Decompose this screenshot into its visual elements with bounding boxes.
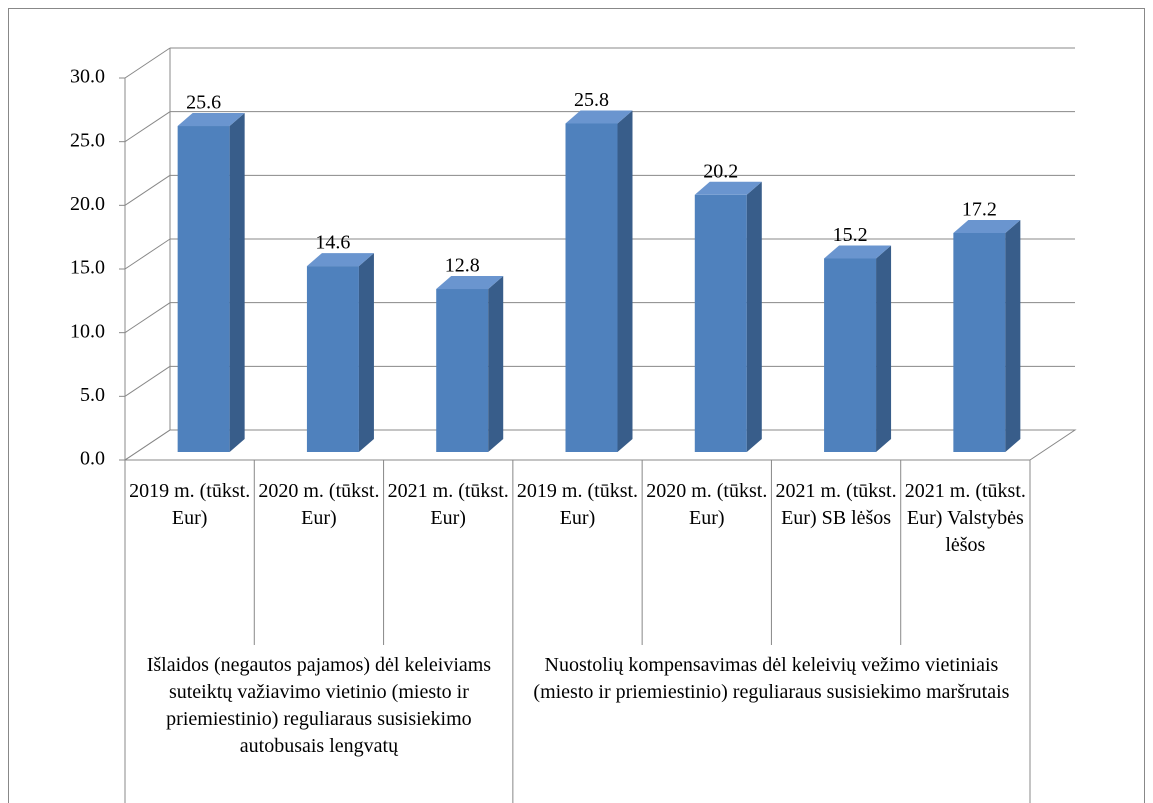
y-tick-label: 0.0 bbox=[80, 448, 105, 470]
x-tick-label: 2020 m. (tūkst. Eur) bbox=[646, 480, 768, 529]
bar-top bbox=[953, 219, 1021, 233]
y-tick-label: 30.0 bbox=[70, 66, 105, 88]
bar bbox=[565, 123, 618, 452]
y-tick-label: 5.0 bbox=[80, 384, 105, 406]
grid-line bbox=[124, 429, 171, 461]
bar-top bbox=[177, 113, 245, 127]
data-label: 17.2 bbox=[962, 199, 997, 221]
bar bbox=[694, 194, 747, 452]
x-tick-label: 2021 m. (tūkst. Eur) SB lėšos bbox=[775, 480, 897, 529]
group-label: Išlaidos (negautos pajamos) dėl keleivia… bbox=[146, 654, 492, 757]
data-label: 12.8 bbox=[445, 255, 480, 277]
bar bbox=[824, 258, 877, 452]
bar bbox=[177, 126, 230, 452]
x-tick-label: 2019 m. (tūkst. Eur) bbox=[516, 480, 639, 529]
bar-top bbox=[306, 253, 374, 267]
x-tick-label: 2021 m. (tūkst. Eur) bbox=[387, 480, 509, 529]
y-tick-label: 25.0 bbox=[70, 129, 105, 151]
grid-line bbox=[124, 174, 171, 206]
bar bbox=[436, 289, 489, 452]
chart-border bbox=[8, 8, 1145, 803]
bar-side bbox=[229, 113, 245, 452]
grid-line bbox=[124, 47, 171, 79]
bar-side bbox=[876, 245, 892, 452]
grid-line bbox=[124, 365, 171, 397]
data-label: 25.6 bbox=[186, 92, 221, 114]
grid-line bbox=[124, 238, 171, 270]
grid-line bbox=[124, 302, 171, 334]
bar-side bbox=[617, 110, 633, 452]
data-label: 14.6 bbox=[315, 232, 350, 254]
y-tick-label: 10.0 bbox=[70, 320, 105, 342]
bar-side bbox=[1005, 219, 1021, 452]
bar-top bbox=[694, 181, 762, 195]
data-label: 25.8 bbox=[574, 89, 609, 111]
bar bbox=[953, 232, 1006, 452]
bar-top bbox=[565, 110, 633, 124]
group-label: Nuostolių kompensavimas dėl keleivių vež… bbox=[533, 654, 1010, 703]
x-tick-label: 2021 m. (tūkst. Eur) Valstybės lėšos bbox=[904, 480, 1026, 556]
bar-top bbox=[824, 245, 892, 259]
data-label: 20.2 bbox=[703, 160, 738, 182]
bar bbox=[306, 266, 359, 452]
bar-side bbox=[488, 276, 504, 452]
bar-top bbox=[436, 276, 504, 290]
x-tick-label: 2020 m. (tūkst. Eur) bbox=[258, 480, 380, 529]
x-tick-label: 2019 m. (tūkst. Eur) bbox=[129, 480, 251, 529]
y-tick-label: 20.0 bbox=[70, 193, 105, 215]
data-label: 15.2 bbox=[833, 224, 868, 246]
y-tick-label: 15.0 bbox=[70, 257, 105, 279]
bar-side bbox=[358, 253, 374, 452]
bar-side bbox=[746, 181, 762, 452]
grid-line bbox=[124, 111, 171, 143]
